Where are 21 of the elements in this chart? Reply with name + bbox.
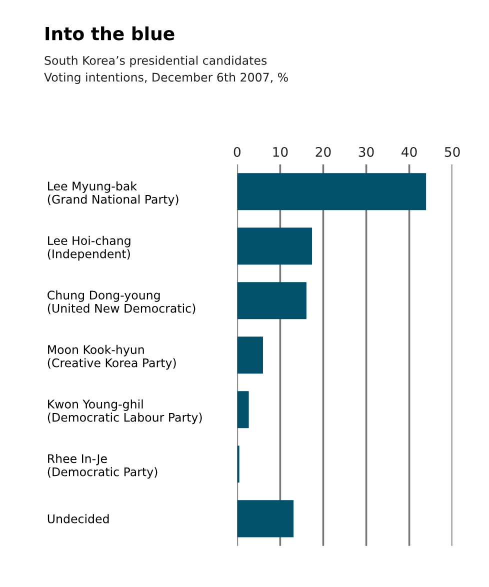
- x-tick-label: 20: [316, 146, 331, 157]
- y-tick-label: Lee Hoi-chang (Independent): [48, 236, 130, 261]
- bar: [237, 336, 263, 374]
- bar: [237, 282, 306, 320]
- x-tick-label: 40: [402, 146, 417, 157]
- x-tick-label: 50: [444, 146, 460, 157]
- bar: [237, 391, 249, 428]
- bar: [237, 500, 294, 538]
- x-tick-label: 0: [234, 146, 240, 157]
- y-tick-label: Chung Dong-young (United New Democratic): [48, 290, 196, 314]
- x-tick-label: 10: [273, 146, 288, 157]
- y-tick-label: Moon Kook-hyun (Creative Korea Party): [48, 344, 176, 370]
- y-tick-label: Undecided: [48, 514, 109, 524]
- x-tick-label: 30: [358, 146, 374, 157]
- y-tick-label: Rhee In-Je (Democratic Party): [48, 454, 158, 479]
- chart-subtitle: South Korea’s presidential candidates Voting intentions, December 6th 2007, %: [44, 56, 288, 84]
- bar: [237, 173, 426, 210]
- chart-title: Into the blue: [46, 26, 174, 40]
- y-tick-label: Lee Myung-bak (Grand National Party): [48, 181, 178, 206]
- y-tick-label: Kwon Young-ghil (Democratic Labour Party): [48, 399, 202, 424]
- bar: [237, 228, 312, 265]
